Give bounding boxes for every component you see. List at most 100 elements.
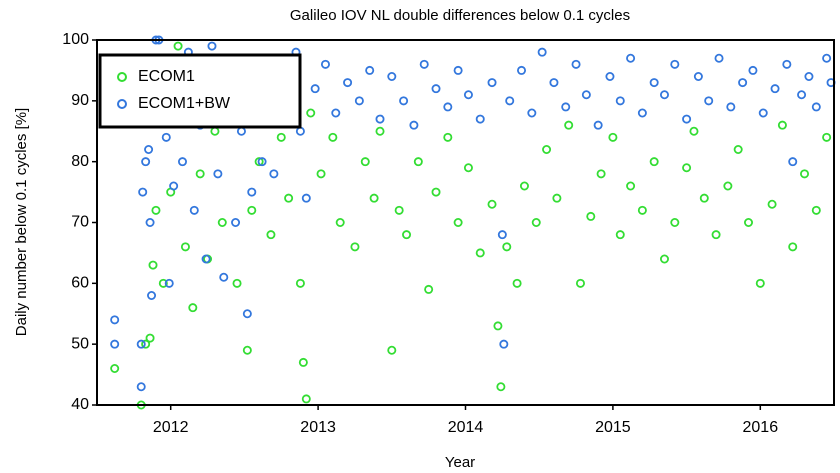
data-point — [331, 108, 341, 118]
chart-title: Galileo IOV NL double differences below … — [290, 7, 630, 24]
data-point — [517, 65, 527, 75]
data-point — [298, 357, 308, 367]
data-point — [537, 47, 547, 57]
data-point — [767, 199, 777, 209]
x-tick-label: 2012 — [153, 419, 189, 436]
data-point — [257, 157, 267, 167]
data-point — [704, 96, 714, 106]
data-point — [110, 315, 120, 325]
y-tick-label: 70 — [71, 214, 89, 231]
data-point — [269, 169, 279, 179]
data-point — [141, 157, 151, 167]
data-point — [726, 102, 736, 112]
data-point — [463, 90, 473, 100]
data-point — [151, 205, 161, 215]
data-point — [571, 59, 581, 69]
data-point — [822, 132, 832, 142]
data-point — [306, 108, 316, 118]
data-point — [659, 254, 669, 264]
data-point — [800, 169, 810, 179]
data-point — [158, 278, 168, 288]
data-point — [147, 290, 157, 300]
data-point — [605, 72, 615, 82]
data-point — [350, 242, 360, 252]
data-point — [424, 284, 434, 294]
data-point — [387, 72, 397, 82]
data-point — [561, 102, 571, 112]
data-point — [593, 120, 603, 130]
data-point — [564, 120, 574, 130]
data-point — [232, 278, 242, 288]
data-point — [328, 132, 338, 142]
data-point — [189, 205, 199, 215]
data-point — [487, 199, 497, 209]
data-point — [782, 59, 792, 69]
data-point — [316, 169, 326, 179]
data-point — [399, 96, 409, 106]
data-point — [213, 169, 223, 179]
data-point — [531, 217, 541, 227]
data-point — [141, 339, 151, 349]
data-point — [365, 65, 375, 75]
data-point — [527, 108, 537, 118]
data-point — [254, 157, 264, 167]
legend-marker — [117, 72, 127, 82]
data-point — [431, 187, 441, 197]
data-point — [596, 169, 606, 179]
data-point — [738, 78, 748, 88]
data-point — [136, 382, 146, 392]
data-point — [276, 132, 286, 142]
data-point — [502, 242, 512, 252]
data-point — [145, 217, 155, 227]
data-point — [733, 144, 743, 154]
legend-label: ECOM1+BW — [138, 95, 231, 112]
data-point — [626, 181, 636, 191]
data-point — [670, 59, 680, 69]
x-axis-label: Year — [445, 454, 475, 471]
data-point — [497, 230, 507, 240]
data-point — [301, 193, 311, 203]
data-point — [748, 65, 758, 75]
data-point — [744, 217, 754, 227]
data-point — [649, 78, 659, 88]
data-point — [659, 90, 669, 100]
data-point — [443, 102, 453, 112]
data-point — [247, 205, 257, 215]
data-point — [637, 205, 647, 215]
data-point — [822, 53, 832, 63]
data-point — [295, 126, 305, 136]
data-point — [463, 163, 473, 173]
data-point — [242, 345, 252, 355]
data-point — [320, 59, 330, 69]
data-point — [138, 187, 148, 197]
data-point — [343, 78, 353, 88]
x-tick-label: 2013 — [300, 419, 336, 436]
data-point — [699, 193, 709, 203]
data-point — [236, 126, 246, 136]
data-point — [575, 278, 585, 288]
data-point — [512, 278, 522, 288]
data-point — [360, 157, 370, 167]
data-point — [453, 65, 463, 75]
data-point — [693, 72, 703, 82]
data-point — [210, 126, 220, 136]
data-point — [387, 345, 397, 355]
data-point — [453, 217, 463, 227]
y-tick-label: 100 — [62, 31, 89, 48]
x-tick-label: 2014 — [448, 419, 484, 436]
data-point — [335, 217, 345, 227]
y-tick-label: 80 — [71, 153, 89, 170]
data-point — [788, 242, 798, 252]
data-point — [811, 205, 821, 215]
data-point — [188, 303, 198, 313]
data-point — [777, 120, 787, 130]
y-tick-label: 60 — [71, 275, 89, 292]
x-tick-label: 2016 — [743, 419, 779, 436]
data-point — [552, 193, 562, 203]
data-point — [177, 157, 187, 167]
data-point — [689, 126, 699, 136]
data-point — [496, 382, 506, 392]
data-point — [284, 193, 294, 203]
data-point — [419, 59, 429, 69]
